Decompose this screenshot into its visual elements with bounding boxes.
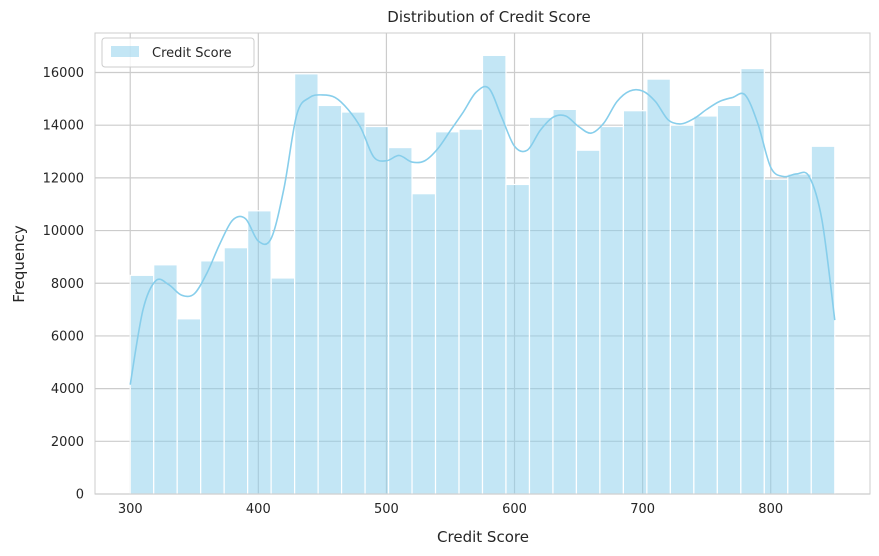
y-tick-label: 2000 [51,435,84,450]
legend: Credit Score [101,37,255,68]
y-tick-label: 10000 [43,224,84,239]
legend-swatch [111,46,139,57]
histogram-bar [200,260,225,495]
x-tick-label: 300 [118,502,143,517]
y-axis-ticks: 0 2000 4000 6000 8000 10000 12000 14000 16000 [43,66,84,502]
histogram-bar [552,108,578,495]
chart-title: Distribution of Credit Score [387,8,590,26]
x-tick-label: 600 [502,502,527,517]
histogram-bar [810,145,836,495]
legend-frame [101,37,255,68]
x-axis-title: Credit Score [437,528,529,546]
histogram-bar [364,125,390,495]
histogram-bar [340,111,366,495]
histogram-bar [669,124,695,495]
y-axis-title: Frequency [10,225,28,303]
histogram-bar [434,131,460,495]
histogram-bar [528,116,554,495]
histogram-bar [716,104,742,495]
histogram-bar [129,274,155,495]
y-tick-label: 14000 [43,119,84,134]
x-axis-ticks: 300 400 500 600 700 800 [118,502,783,517]
x-tick-label: 400 [246,502,271,517]
x-tick-label: 500 [374,502,399,517]
histogram-bar [575,149,601,495]
histogram-bar [599,125,625,495]
histogram-bar [646,78,671,495]
histogram-bar [294,73,319,495]
plot-frame [94,32,871,495]
histogram-bar [481,54,507,495]
histogram-bar [763,178,789,495]
histogram-bar [387,146,413,495]
kde-curve [129,85,836,385]
x-tick-label: 700 [630,502,655,517]
y-tick-label: 6000 [51,329,84,344]
y-tick-label: 8000 [51,277,84,292]
histogram-bar [270,277,296,495]
histogram-bar [223,247,249,495]
histogram-bar [458,128,484,495]
histogram-bar [247,210,272,495]
x-tick-label: 800 [758,502,783,517]
histogram-bar [693,115,718,495]
histogram-bar [176,318,202,495]
histogram-bar [317,104,343,495]
legend-entry-credit-score: Credit Score [152,46,232,61]
histogram-bar [787,173,812,495]
histogram-bar [411,193,437,495]
y-tick-label: 4000 [51,382,84,397]
y-tick-label: 16000 [43,66,84,81]
histogram-bar [153,264,178,495]
histogram-bar [505,183,531,495]
histogram-bars [129,54,836,495]
y-tick-label: 12000 [43,171,84,186]
histogram-bar [622,110,648,495]
y-tick-label: 0 [76,488,84,503]
